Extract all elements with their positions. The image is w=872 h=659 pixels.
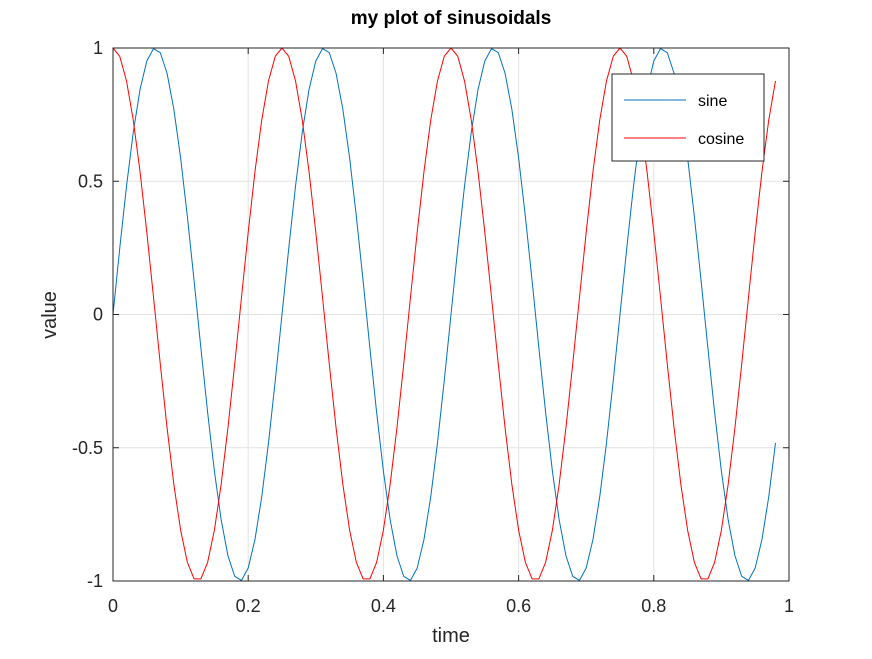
series-layer	[112, 47, 776, 581]
ticks: 0 0.2 0.4 0.6 0.8 1 -1 -0.5 0 0.5 1	[72, 38, 794, 616]
x-tick-label: 0.8	[641, 596, 666, 616]
x-tick-label: 1	[784, 596, 794, 616]
x-tick-label: 0.2	[236, 596, 261, 616]
x-axis-label: time	[432, 625, 470, 647]
series-line-cosine	[112, 47, 776, 580]
y-tick-label: 0	[93, 305, 103, 325]
x-tick-label: 0	[108, 596, 118, 616]
y-tick-label: -0.5	[72, 438, 103, 458]
legend-box	[611, 73, 765, 162]
x-tick-label: 0.4	[371, 596, 396, 616]
y-tick-label: 0.5	[78, 171, 103, 191]
legend: sine cosine	[611, 73, 765, 162]
y-axis-label: value	[39, 291, 61, 339]
legend-label-cosine: cosine	[698, 131, 744, 148]
x-tick-label: 0.6	[506, 596, 531, 616]
y-tick-label: 1	[93, 38, 103, 58]
y-tick-label: -1	[87, 571, 103, 591]
chart-title: my plot of sinusoidals	[351, 8, 552, 29]
series-line-sine	[112, 48, 776, 581]
legend-label-sine: sine	[698, 93, 727, 110]
